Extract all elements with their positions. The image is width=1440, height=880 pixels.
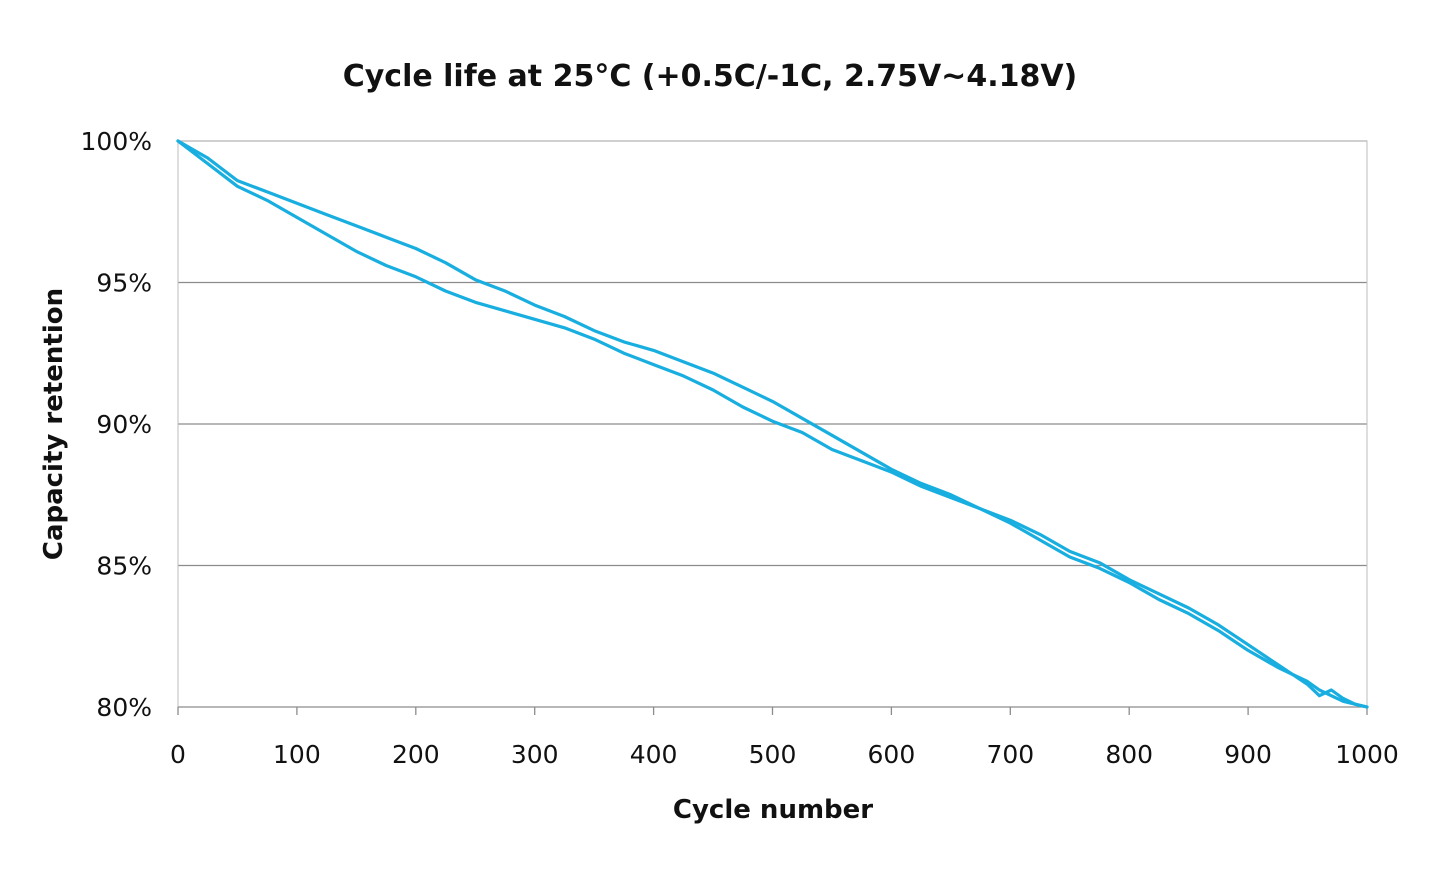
series-line-2 <box>176 139 1369 709</box>
x-tick-label: 600 <box>868 740 916 769</box>
x-tick-label: 200 <box>392 740 440 769</box>
x-tick-label: 1000 <box>1335 740 1399 769</box>
gridlines <box>178 140 1367 567</box>
y-tick-label: 95% <box>96 269 152 298</box>
x-tick-label: 100 <box>273 740 321 769</box>
x-axis-ticks: 0 100 200 300 400 500 600 700 800 900 1000 <box>170 707 1399 769</box>
x-axis-label: Cycle number <box>673 795 873 825</box>
y-tick-label: 90% <box>96 410 152 439</box>
y-axis-ticks: 80% 85% 90% 95% 100% <box>81 127 152 722</box>
y-tick-label: 80% <box>96 693 152 722</box>
x-tick-label: 400 <box>630 740 678 769</box>
x-tick-label: 0 <box>170 740 186 769</box>
x-tick-label: 800 <box>1105 740 1153 769</box>
y-tick-label: 100% <box>81 127 152 156</box>
chart-title: Cycle life at 25°C (+0.5C/-1C, 2.75V~4.1… <box>343 59 1078 94</box>
y-axis-label: Capacity retention <box>39 288 69 560</box>
x-tick-label: 300 <box>511 740 559 769</box>
x-tick-label: 500 <box>749 740 797 769</box>
series-line-1 <box>176 139 1369 709</box>
y-tick-label: 85% <box>96 552 152 581</box>
x-tick-label: 900 <box>1224 740 1272 769</box>
series-group <box>176 139 1369 709</box>
x-tick-label: 700 <box>986 740 1034 769</box>
